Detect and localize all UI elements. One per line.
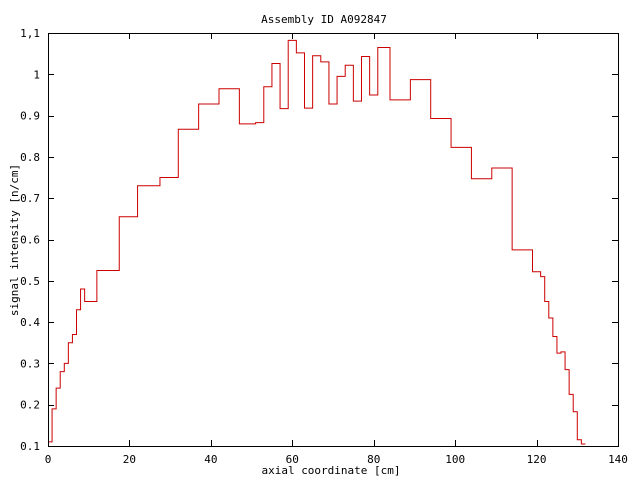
series-line — [48, 39, 586, 445]
y-tick-label: 1 — [33, 68, 40, 81]
y-tick-label: 0.3 — [20, 357, 40, 370]
x-axis-label: axial coordinate [cm] — [261, 464, 400, 477]
y-tick-label: 0.6 — [20, 234, 40, 247]
x-tick-label: 140 — [608, 453, 628, 466]
y-tick-label: 1,1 — [20, 27, 40, 40]
y-tick-label: 0.9 — [20, 110, 40, 123]
y-tick-label: 0.4 — [20, 316, 40, 329]
chart-title: Assembly ID A092847 — [261, 13, 387, 26]
x-tick-label: 100 — [445, 453, 465, 466]
y-axis-label: signal intensity [n/cm] — [8, 164, 21, 316]
x-tick-label: 120 — [527, 453, 547, 466]
y-tick-label: 0.8 — [20, 151, 40, 164]
x-tick-label: 0 — [45, 453, 52, 466]
x-tick-label: 20 — [123, 453, 136, 466]
y-tick-label: 0.5 — [20, 275, 40, 288]
x-tick-label: 40 — [204, 453, 217, 466]
x-tick-label: 80 — [367, 453, 380, 466]
tick-labels: 0 20 40 60 80 100 120 140 0.1 0.2 0.3 0.4 0.5 0.6 0.7 0… — [20, 27, 628, 466]
plot-frame — [48, 33, 619, 447]
axis-ticks — [48, 33, 619, 447]
y-tick-label: 0.1 — [20, 440, 40, 453]
x-tick-label: 60 — [286, 453, 299, 466]
y-tick-label: 0.2 — [20, 399, 40, 412]
y-tick-label: 0.7 — [20, 192, 40, 205]
